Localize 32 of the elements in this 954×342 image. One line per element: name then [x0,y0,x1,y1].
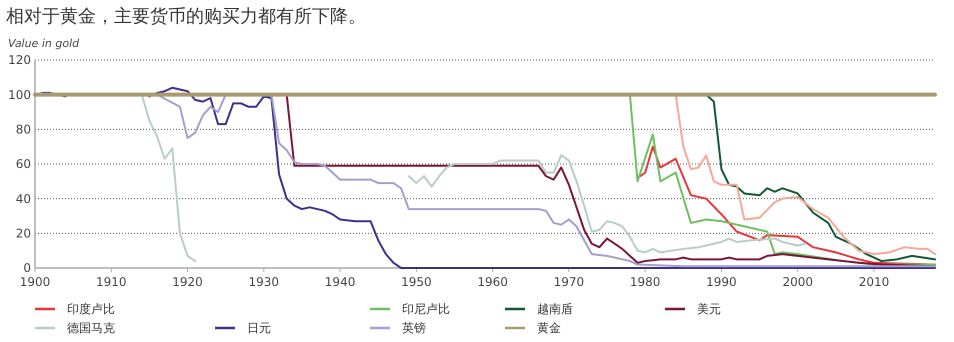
x-tick-label: 1900 [20,275,50,289]
y-tick-label: 0 [23,261,31,276]
x-tick-label: 1910 [96,275,127,289]
line-series [628,94,936,266]
line-series [156,94,936,268]
legend-label: 越南盾 [537,302,573,316]
legend-label: 印尼卢比 [402,302,450,316]
x-tick-label: 1990 [706,275,737,289]
x-tick-label: 1920 [172,275,203,289]
y-tick-label: 20 [16,226,31,241]
x-tick-label: 1970 [554,275,584,289]
legend-label: 英镑 [402,321,426,336]
x-tick-label: 1960 [477,275,508,289]
y-tick-label: 40 [16,192,31,206]
y-tick-label: 120 [8,53,31,68]
y-axis-title: Value in gold [8,37,80,50]
x-tick-label: 2000 [782,275,813,289]
legend-label: 美元 [697,302,721,316]
x-tick-label: 1950 [401,275,432,289]
y-tick-label: 80 [16,122,31,137]
x-tick-label: 1940 [324,275,356,289]
legend-label: 印度卢比 [67,302,115,316]
line-series [286,94,936,268]
legend-label: 日元 [247,321,271,336]
x-tick-label: 2010 [858,275,890,289]
legend-label: 黄金 [537,321,561,336]
legend-label: 德国马克 [67,321,115,336]
y-tick-label: 100 [8,88,31,102]
y-tick-label: 60 [16,157,31,172]
x-tick-label: 1980 [630,275,660,289]
x-tick-label: 1930 [248,275,280,289]
chart-title: 相对于黄金，主要货币的购买力都有所下降。 [6,6,366,27]
